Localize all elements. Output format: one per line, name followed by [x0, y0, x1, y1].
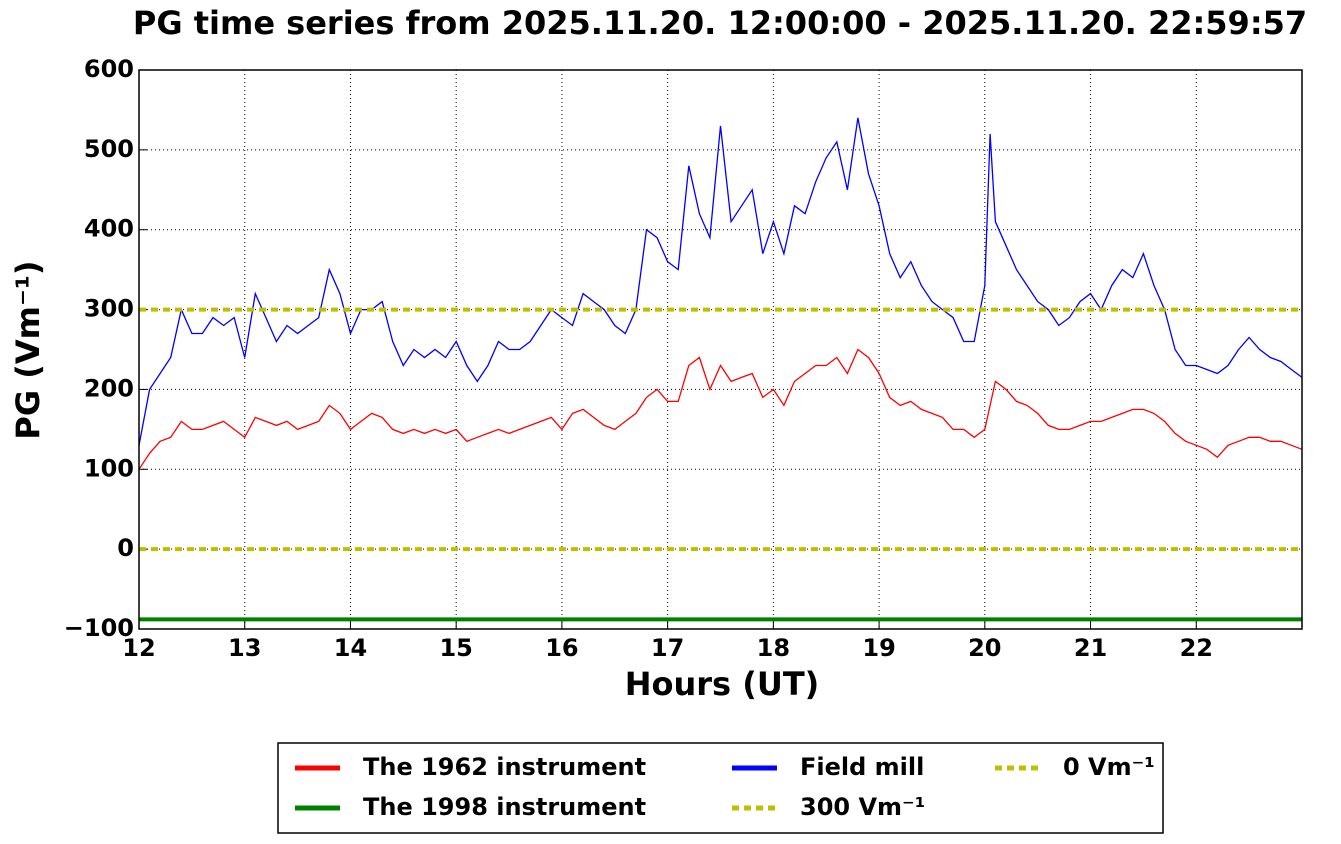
- plot-frame: [138, 69, 1303, 630]
- x-tick-label: 12: [122, 634, 155, 662]
- y-tick-label: 100: [84, 454, 134, 482]
- x-tick-label: 18: [757, 634, 790, 662]
- legend-label: Field mill: [800, 753, 924, 781]
- x-axis-label: Hours (UT): [625, 665, 820, 703]
- x-tick-label: 19: [862, 634, 895, 662]
- x-tick-label: 14: [334, 634, 367, 662]
- y-tick-label: −100: [64, 614, 134, 642]
- legend-label: The 1962 instrument: [363, 753, 646, 781]
- legend-label: 300 Vm⁻¹: [800, 793, 925, 821]
- y-tick-label: 0: [117, 534, 134, 562]
- x-tick-label: 16: [545, 634, 578, 662]
- x-tick-label: 22: [1180, 634, 1213, 662]
- x-tick-label: 17: [651, 634, 684, 662]
- y-tick-label: 600: [84, 55, 134, 83]
- legend-label: The 1998 instrument: [363, 793, 646, 821]
- legend-box: [277, 742, 1164, 834]
- x-tick-label: 13: [228, 634, 261, 662]
- y-tick-label: 400: [84, 215, 134, 243]
- y-tick-label: 200: [84, 374, 134, 402]
- chart-title: PG time series from 2025.11.20. 12:00:00…: [133, 4, 1307, 42]
- series-line: [138, 117, 1303, 446]
- series-line: [138, 348, 1303, 470]
- x-tick-label: 20: [968, 634, 1001, 662]
- legend-label: 0 Vm⁻¹: [1063, 753, 1155, 781]
- y-axis-label: PG (Vm⁻¹): [9, 260, 47, 439]
- x-tick-label: 15: [439, 634, 472, 662]
- y-tick-label: 300: [84, 295, 134, 323]
- x-tick-label: 21: [1074, 634, 1107, 662]
- y-tick-label: 500: [84, 135, 134, 163]
